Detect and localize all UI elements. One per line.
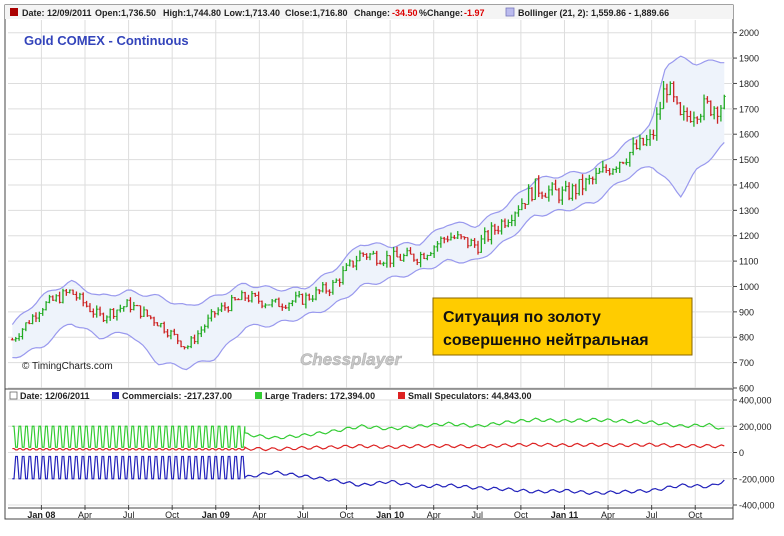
x-tick-label: Jan 09 xyxy=(202,510,230,520)
main-header-close: Close:1,716.80 xyxy=(285,8,348,18)
main-header-change-label: Change: xyxy=(354,8,390,18)
lower-grid xyxy=(8,399,733,506)
lower-header-swatch-date xyxy=(9,391,18,400)
bollinger-band xyxy=(11,55,725,371)
lower-y-tick-label: 200,000 xyxy=(739,422,772,432)
main-y-tick-label: 700 xyxy=(739,358,754,368)
main-y-tick-label: 800 xyxy=(739,333,754,343)
chessplayer-watermark: Chessplayer xyxy=(300,350,402,369)
x-tick-label: Jan 11 xyxy=(551,510,579,520)
commercials-swatch xyxy=(112,392,119,399)
annotation-line-2: совершенно нейтральная xyxy=(443,332,649,349)
x-tick-label: Oct xyxy=(340,510,355,520)
lower-header-date: Date: 12/06/2011 xyxy=(20,391,90,401)
bollinger-swatch xyxy=(505,7,515,17)
main-header-bg xyxy=(5,5,733,19)
main-y-tick-label: 1700 xyxy=(739,104,759,114)
x-tick-label: Jul xyxy=(646,510,658,520)
main-y-tick-label: 2000 xyxy=(739,28,759,38)
x-tick-label: Jan 10 xyxy=(376,510,404,520)
main-y-tick-label: 1800 xyxy=(739,79,759,89)
annotation-box xyxy=(432,297,693,356)
lower-y-tick-label: -200,000 xyxy=(739,474,775,484)
x-tick-label: Oct xyxy=(514,510,529,520)
x-tick-label: Jan 08 xyxy=(27,510,55,520)
series-line-large-traders xyxy=(12,417,725,448)
main-header-date: Date: 12/09/2011 xyxy=(22,8,92,18)
small-speculators-legend: Small Speculators: 44,843.00 xyxy=(408,391,532,401)
bollinger-upper-line xyxy=(11,55,725,325)
x-axis: Jan 08 Apr Jul Oct Jan 09 Apr Jul Oct Jan 10 Apr J… xyxy=(8,505,733,520)
main-header-pct-value: -1.97 xyxy=(464,8,485,18)
main-y-tick-label: 600 xyxy=(739,384,754,394)
main-y-axis: 600 700 800 900 1000 1100 1200 1300 1400 1500 1600… xyxy=(733,28,759,394)
x-tick-label: Jul xyxy=(472,510,484,520)
main-y-tick-label: 1300 xyxy=(739,206,759,216)
main-y-tick-label: 1900 xyxy=(739,54,759,64)
annotation-line-1: Ситуация по золоту xyxy=(443,309,601,326)
main-header-bollinger: Bollinger (21, 2): 1,559.86 - 1,889.66 xyxy=(518,8,669,18)
large-traders-legend: Large Traders: 172,394.00 xyxy=(265,391,375,401)
large-traders-swatch xyxy=(255,392,262,399)
x-tick-label: Apr xyxy=(601,510,615,520)
main-header-open: Open:1,736.50 xyxy=(95,8,156,18)
main-header-pct-label: %Change: xyxy=(419,8,463,18)
series-line-small-speculators xyxy=(12,442,725,452)
main-y-tick-label: 1100 xyxy=(739,257,758,267)
lower-y-tick-label: 0 xyxy=(739,448,744,458)
bollinger-lower-line xyxy=(12,141,725,371)
lower-y-tick-label: -400,000 xyxy=(739,501,775,511)
main-header-low: Low:1,713.40 xyxy=(224,8,280,18)
x-tick-label: Jul xyxy=(123,510,135,520)
chart-title: Gold COMEX - Continuous xyxy=(24,33,189,48)
main-y-tick-label: 1000 xyxy=(739,282,759,292)
main-y-tick-label: 1600 xyxy=(739,130,759,140)
x-tick-label: Apr xyxy=(78,510,92,520)
series-line-commercials xyxy=(12,455,725,495)
main-header-text: Date: 12/09/2011 Open:1,736.50 High:1,74… xyxy=(22,8,485,18)
price-candles xyxy=(10,81,726,350)
watermark: © TimingCharts.com xyxy=(22,361,113,372)
commercials-legend: Commercials: -217,237.00 xyxy=(122,391,232,401)
main-y-tick-label: 1500 xyxy=(739,155,759,165)
lower-y-tick-label: 400,000 xyxy=(739,396,772,406)
main-y-tick-label: 900 xyxy=(739,307,754,317)
x-tick-label: Oct xyxy=(165,510,180,520)
x-tick-label: Oct xyxy=(688,510,703,520)
main-header-swatch xyxy=(10,8,18,16)
main-y-tick-label: 1200 xyxy=(739,231,759,241)
x-tick-label: Jul xyxy=(297,510,309,520)
main-header-high: High:1,744.80 xyxy=(163,8,221,18)
x-tick-label: Apr xyxy=(252,510,266,520)
x-tick-label: Apr xyxy=(427,510,441,520)
lower-y-axis: -400,000 -200,000 0 200,000 400,000 xyxy=(733,396,775,511)
cot-lines xyxy=(12,417,725,495)
main-y-tick-label: 1400 xyxy=(739,180,759,190)
small-speculators-swatch xyxy=(398,392,405,399)
main-header-change-value: -34.50 xyxy=(392,8,418,18)
